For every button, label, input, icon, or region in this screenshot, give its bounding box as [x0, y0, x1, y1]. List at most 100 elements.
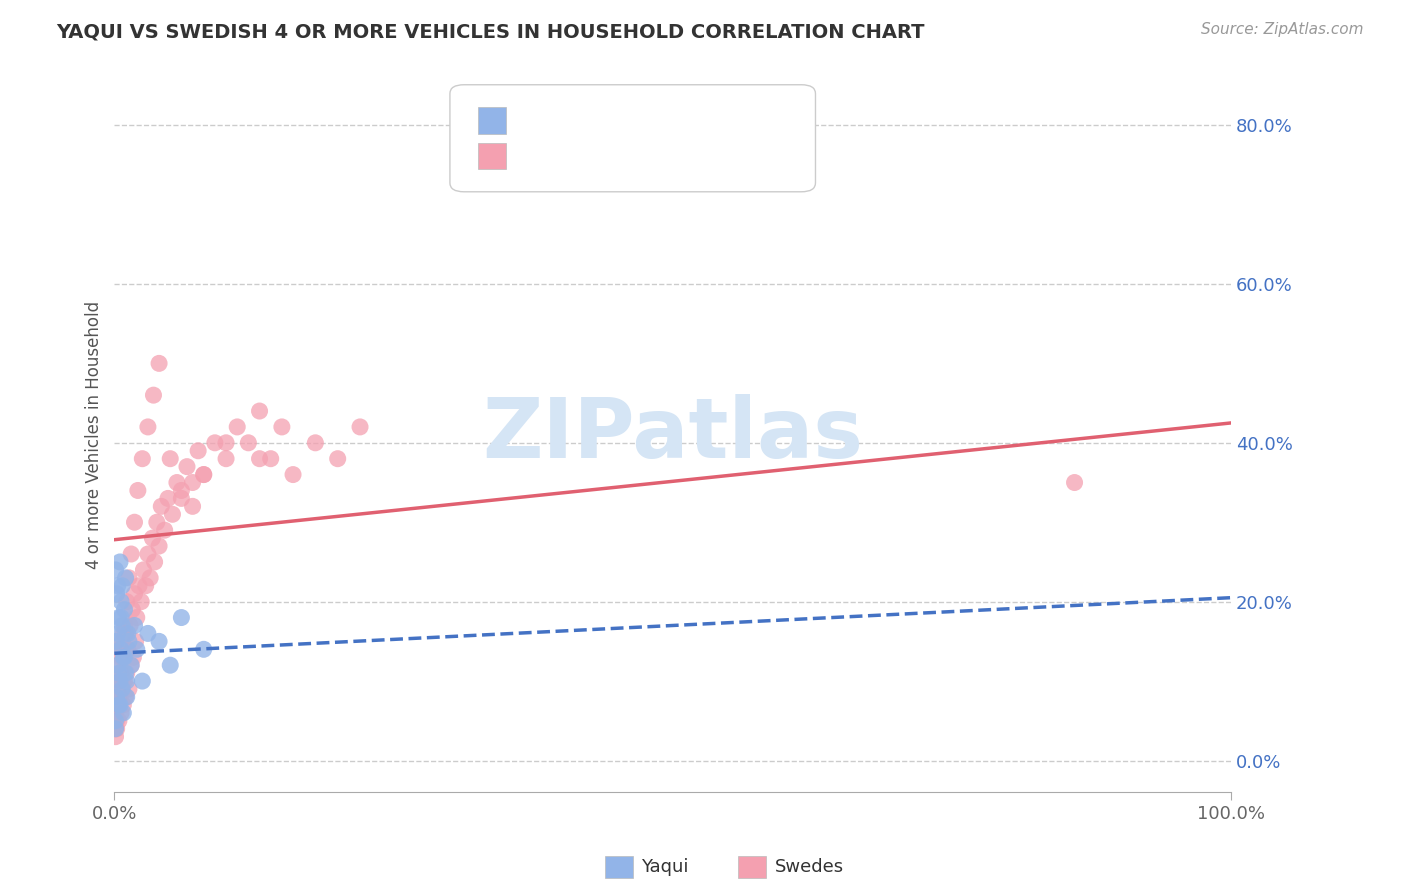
Point: [107, 658, 129, 673]
Point: [104, 563, 127, 577]
Point: [136, 420, 159, 434]
Point: [281, 467, 304, 482]
Point: [159, 451, 181, 466]
Point: [150, 500, 173, 514]
Point: [111, 681, 134, 696]
Point: [112, 706, 135, 720]
Text: ZIPatlas: ZIPatlas: [482, 394, 863, 475]
Point: [112, 650, 135, 665]
Point: [105, 698, 128, 712]
Point: [108, 666, 131, 681]
Point: [142, 388, 165, 402]
Point: [120, 547, 142, 561]
Point: [114, 602, 136, 616]
Point: [104, 714, 127, 728]
Point: [124, 634, 146, 648]
Point: [110, 666, 132, 681]
Point: [170, 491, 193, 506]
Point: [128, 579, 150, 593]
Point: [176, 459, 198, 474]
Point: [111, 579, 134, 593]
Point: [104, 722, 127, 736]
Point: [124, 587, 146, 601]
Point: [153, 523, 176, 537]
Point: [120, 658, 142, 673]
Point: [146, 515, 169, 529]
Point: [108, 674, 131, 689]
Point: [112, 698, 135, 712]
Point: [105, 690, 128, 704]
Point: [326, 451, 349, 466]
Point: [115, 595, 138, 609]
Point: [107, 690, 129, 704]
Point: [118, 634, 141, 648]
Point: [159, 658, 181, 673]
Point: [108, 674, 131, 689]
Point: [110, 595, 132, 609]
Point: [114, 571, 136, 585]
Point: [148, 356, 170, 370]
Point: [270, 420, 292, 434]
Point: [112, 650, 135, 665]
Point: [111, 642, 134, 657]
Point: [304, 435, 326, 450]
Point: [111, 618, 134, 632]
Point: [115, 674, 138, 689]
Point: [114, 626, 136, 640]
Text: N = 86: N = 86: [682, 147, 749, 165]
Point: [108, 610, 131, 624]
Point: [125, 610, 148, 624]
Point: [170, 483, 193, 498]
Point: [181, 475, 204, 490]
Point: [111, 681, 134, 696]
Point: [215, 451, 238, 466]
Point: [112, 626, 135, 640]
Point: [110, 642, 132, 657]
Point: [114, 690, 136, 704]
Point: [226, 420, 249, 434]
Point: [193, 467, 215, 482]
Point: [107, 658, 129, 673]
Text: R = 0.571: R = 0.571: [517, 147, 607, 165]
Point: [181, 500, 204, 514]
Point: [108, 690, 131, 704]
Point: [105, 634, 128, 648]
Point: [111, 634, 134, 648]
Point: [136, 547, 159, 561]
Point: [166, 475, 188, 490]
Point: [124, 618, 146, 632]
Point: [104, 730, 127, 744]
Point: [125, 642, 148, 657]
Point: [187, 443, 209, 458]
Point: [117, 642, 139, 657]
Y-axis label: 4 or more Vehicles in Household: 4 or more Vehicles in Household: [86, 301, 103, 569]
Point: [108, 642, 131, 657]
Text: YAQUI VS SWEDISH 4 OR MORE VEHICLES IN HOUSEHOLD CORRELATION CHART: YAQUI VS SWEDISH 4 OR MORE VEHICLES IN H…: [56, 22, 925, 41]
Point: [170, 610, 193, 624]
Point: [132, 563, 155, 577]
Point: [249, 451, 271, 466]
Point: [136, 626, 159, 640]
Point: [141, 531, 163, 545]
Point: [105, 681, 128, 696]
Point: [108, 714, 131, 728]
Point: [131, 451, 153, 466]
Point: [349, 420, 371, 434]
Point: [105, 714, 128, 728]
Point: [104, 706, 127, 720]
Point: [115, 666, 138, 681]
Text: Swedes: Swedes: [775, 858, 844, 876]
Point: [215, 435, 238, 450]
Point: [162, 508, 184, 522]
Point: [114, 650, 136, 665]
Point: [105, 722, 128, 736]
Point: [156, 491, 179, 506]
Point: [115, 690, 138, 704]
Point: [110, 650, 132, 665]
Point: [114, 666, 136, 681]
Text: Source: ZipAtlas.com: Source: ZipAtlas.com: [1201, 22, 1364, 37]
Point: [193, 642, 215, 657]
Point: [107, 626, 129, 640]
Point: [108, 666, 131, 681]
Text: R = 0.123: R = 0.123: [517, 112, 607, 129]
